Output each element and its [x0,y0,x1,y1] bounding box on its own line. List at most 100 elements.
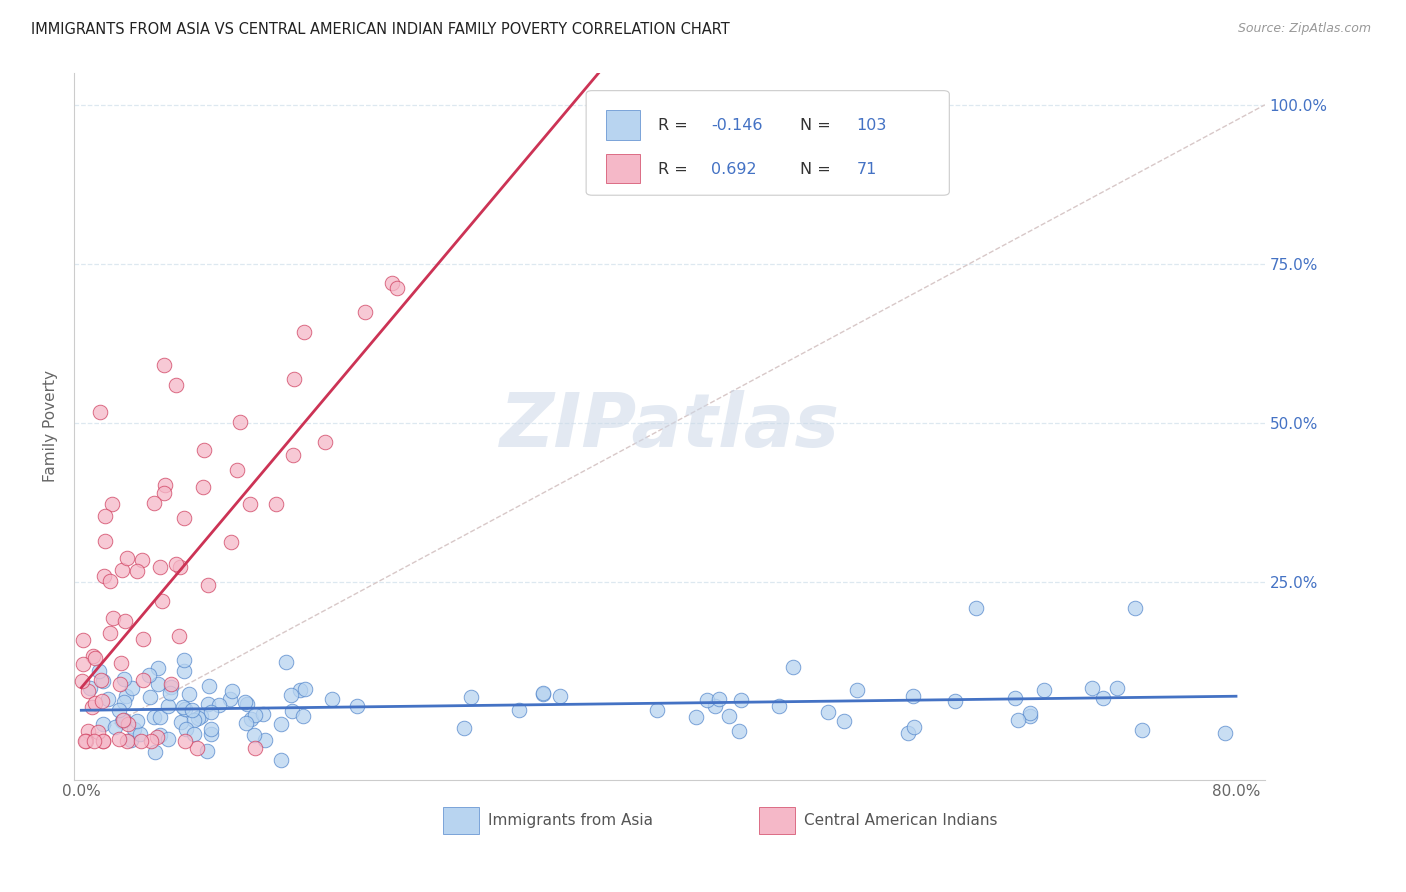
Point [76,724,98,739]
Point [91,717,114,731]
Point [460,690,482,704]
Point [696,693,718,707]
Point [120,733,142,747]
Point [200,722,222,736]
Point [157,731,180,746]
Point [226,463,249,477]
Point [1018,709,1040,723]
Point [115,734,138,748]
Point [112,695,135,709]
Text: Immigrants from Asia: Immigrants from Asia [488,813,654,828]
Point [101,611,124,625]
Point [91,694,114,708]
Text: 103: 103 [856,118,887,133]
Point [129,727,152,741]
Point [243,740,266,755]
Point [73,734,96,748]
Text: 0.692: 0.692 [711,161,756,177]
Point [236,697,259,711]
Point [173,701,195,715]
Bar [759,807,794,834]
Point [314,435,336,450]
Point [548,689,571,703]
Point [195,743,218,757]
Point [146,730,169,744]
Point [190,709,212,723]
Point [181,703,204,717]
FancyBboxPatch shape [586,91,949,195]
Point [1123,600,1146,615]
Point [782,660,804,674]
Point [159,677,181,691]
Point [139,690,162,705]
Bar [606,153,640,183]
Point [72,633,94,648]
Point [242,728,264,742]
Point [1007,714,1029,728]
Point [290,682,312,697]
Point [235,715,257,730]
Point [730,692,752,706]
Point [131,553,153,567]
Point [79,681,101,695]
Point [193,443,215,458]
Point [173,511,195,525]
Point [84,696,107,710]
Point [100,497,122,511]
Point [219,534,242,549]
Point [254,732,277,747]
Point [159,685,181,699]
Point [125,714,148,728]
Point [76,734,98,748]
Point [139,734,162,748]
Point [115,551,138,566]
Text: Central American Indians: Central American Indians [804,813,997,828]
Point [111,563,134,577]
Point [104,720,127,734]
Point [143,496,166,510]
Point [186,740,208,755]
Point [229,415,252,429]
Point [94,509,117,524]
Point [897,725,920,739]
Point [114,713,136,727]
Point [80,700,103,714]
Point [281,449,304,463]
Text: Source: ZipAtlas.com: Source: ZipAtlas.com [1237,22,1371,36]
Point [280,704,302,718]
Point [183,714,205,728]
Point [453,721,475,735]
Point [252,706,274,721]
Point [270,753,292,767]
Point [111,714,134,729]
Point [270,716,292,731]
Point [174,734,197,748]
Text: -0.146: -0.146 [711,118,762,133]
Point [143,710,166,724]
Point [124,723,146,737]
Text: ZIPatlas: ZIPatlas [499,390,839,463]
Text: R =: R = [658,161,688,177]
Point [173,665,195,679]
Point [531,687,554,701]
Point [152,358,174,372]
Point [965,600,987,615]
Point [292,708,315,723]
Point [846,682,869,697]
Point [717,709,740,723]
Point [385,280,408,294]
Text: IMMIGRANTS FROM ASIA VS CENTRAL AMERICAN INDIAN FAMILY POVERTY CORRELATION CHART: IMMIGRANTS FROM ASIA VS CENTRAL AMERICAN… [31,22,730,37]
Point [187,711,209,725]
Point [703,698,725,713]
Point [149,560,172,574]
Point [93,569,115,583]
Point [97,691,120,706]
Point [91,673,114,688]
Point [945,694,967,708]
Point [84,650,107,665]
Point [198,679,221,693]
Point [197,578,219,592]
Bar [606,111,640,140]
Bar [443,807,479,834]
Point [165,377,187,392]
